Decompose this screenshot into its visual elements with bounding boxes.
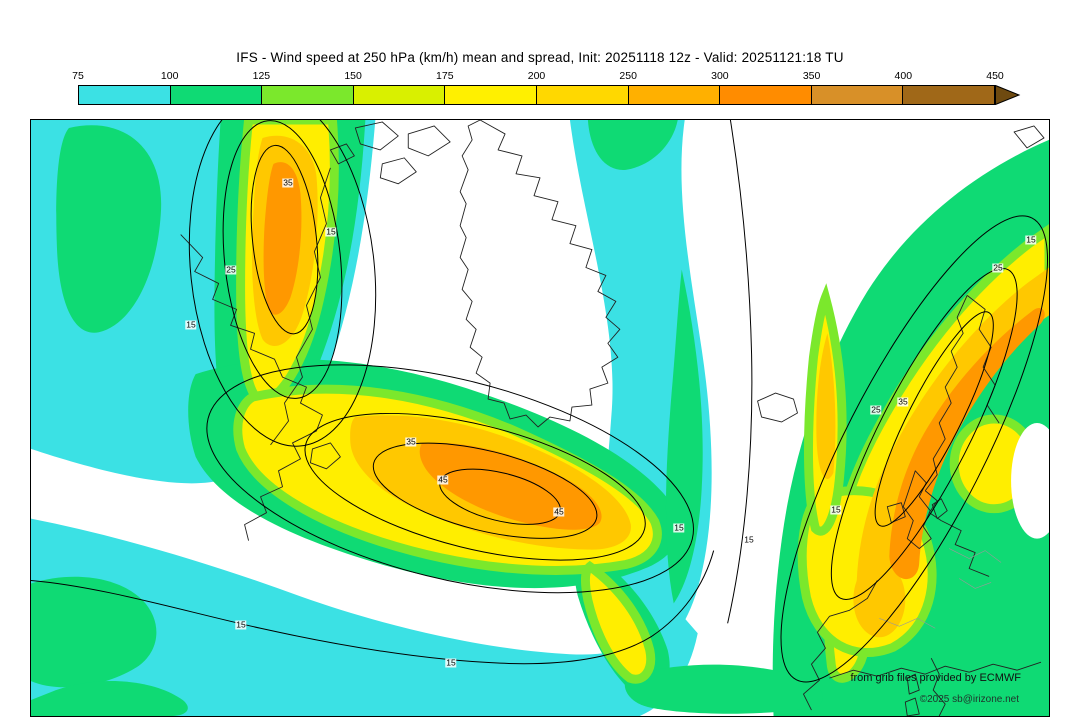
spread-contour-25 <box>304 412 646 561</box>
colorbar-tick-label: 125 <box>252 70 271 82</box>
contour-label-15: 15 <box>445 657 457 668</box>
contour-label-25: 25 <box>992 262 1004 273</box>
attribution-copyright: ©2025 sb@irizone.net <box>919 694 1019 705</box>
contour-label-15: 15 <box>673 522 685 533</box>
attribution-source: from grib files provided by ECMWF <box>850 672 1021 684</box>
coastline-baffin <box>270 167 331 446</box>
page-title: IFS - Wind speed at 250 hPa (km/h) mean … <box>236 50 844 65</box>
colorbar-segment <box>536 86 629 104</box>
colorbar-tick-label: 200 <box>527 70 546 82</box>
colorbar-tick-label: 150 <box>344 70 362 82</box>
spread-contour-35 <box>372 442 598 539</box>
map-panel: 15 25 35 15 35 45 45 15 15 15 15 15 25 35 25 15 from gr… <box>30 119 1050 717</box>
coastline-newfoundland <box>310 442 341 470</box>
spread-contour-15 <box>31 550 715 665</box>
country-borders <box>879 548 1002 629</box>
colorbar-segment <box>262 86 354 104</box>
wind-region-gold <box>816 333 836 479</box>
colorbar-tick-label: 175 <box>436 70 454 82</box>
coastline-iceland <box>757 392 798 423</box>
colorbar: 75 100 125 150 175 200 250 300 350 400 450 <box>72 70 1028 106</box>
contour-label-15: 15 <box>1025 234 1037 245</box>
wind-region-orange <box>263 162 302 315</box>
colorbar-segment <box>353 86 446 104</box>
colorbar-tick-label: 250 <box>619 70 637 82</box>
wind-region-yellow <box>580 560 656 684</box>
contour-label-35: 35 <box>405 436 417 447</box>
wind-region-gold <box>853 561 906 638</box>
colorbar-segment <box>79 86 171 104</box>
colorbar-tick-label: 300 <box>711 70 729 82</box>
colorbar-arrow-icon <box>995 85 1021 105</box>
contour-label-15: 15 <box>325 226 337 237</box>
contour-label-25: 25 <box>870 404 882 415</box>
wind-region-green <box>665 269 703 604</box>
colorbar-ticks: 75 100 125 150 175 200 250 300 350 400 450 <box>72 70 1004 83</box>
colorbar-tick-label: 75 <box>72 70 84 82</box>
contour-label-45: 45 <box>437 474 449 485</box>
spread-contour-15 <box>206 364 694 594</box>
calm-region <box>1011 423 1049 539</box>
wind-region-orange <box>889 308 1045 580</box>
coastline-arctic-islands <box>329 121 1045 185</box>
spread-contour-35 <box>250 144 319 335</box>
coastline-british-isles <box>886 470 932 550</box>
spread-contour-25 <box>830 267 1018 600</box>
contour-label-35: 35 <box>282 177 294 188</box>
contour-label-35: 35 <box>897 396 909 407</box>
wind-map <box>31 120 1049 716</box>
colorbar-bar <box>78 85 1021 105</box>
colorbar-segment <box>720 86 812 104</box>
wind-region-green <box>587 120 678 170</box>
contour-label-45: 45 <box>553 506 565 517</box>
contour-label-15: 15 <box>743 534 755 545</box>
spread-contour-15 <box>780 215 1049 683</box>
coastline-europe <box>803 520 1042 716</box>
wind-region-cyan <box>31 518 698 716</box>
wind-region-green <box>56 125 162 333</box>
colorbar-segment <box>903 86 994 104</box>
colorbar-tick-label: 400 <box>894 70 913 82</box>
spread-contour-15 <box>727 120 753 624</box>
colorbar-segment <box>445 86 537 104</box>
coastline-north-america <box>180 234 323 541</box>
colorbar-segment <box>628 86 721 104</box>
colorbar-segment <box>170 86 263 104</box>
contour-label-15: 15 <box>235 619 247 630</box>
colorbar-segments <box>78 85 995 105</box>
colorbar-tick-label: 450 <box>986 70 1004 82</box>
contour-label-15: 15 <box>830 504 842 515</box>
coastline-greenland <box>459 120 621 428</box>
colorbar-tick-label: 350 <box>802 70 821 82</box>
colorbar-tick-label: 100 <box>160 70 179 82</box>
spread-contour-35 <box>874 311 994 527</box>
contour-label-15: 15 <box>185 319 197 330</box>
wind-region-green <box>624 664 823 714</box>
colorbar-segment <box>811 86 904 104</box>
contour-label-25: 25 <box>225 264 237 275</box>
spread-contour-25 <box>222 120 343 399</box>
wind-region-green <box>31 680 188 716</box>
spread-contour-15 <box>188 120 377 447</box>
wind-region-green <box>31 576 157 688</box>
